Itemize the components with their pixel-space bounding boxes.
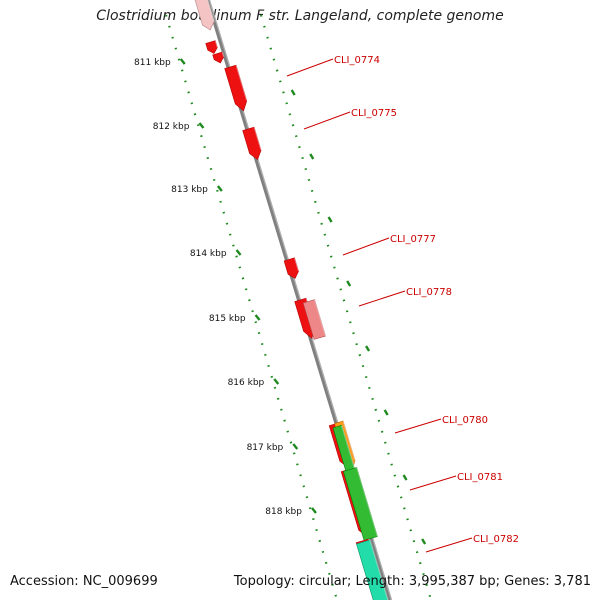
ruler-tick-right [365, 345, 371, 352]
ruler-tick [235, 249, 242, 256]
gene-arrow[interactable] [242, 126, 262, 160]
gene-highlight [253, 126, 262, 151]
gene-label[interactable]: CLI_0782 [473, 534, 519, 545]
gene-leader-line [409, 475, 457, 491]
gene-leader-line [342, 237, 390, 256]
gene-label[interactable]: CLI_0778 [406, 287, 452, 298]
ruler-tick-right [421, 538, 427, 545]
ruler-tick-right [309, 153, 315, 160]
gene-leader-line [425, 537, 473, 553]
gene-arrow[interactable] [194, 0, 215, 31]
ruler-tick [311, 507, 317, 514]
gene-arrow[interactable] [302, 299, 326, 340]
ruler-label: 812 kbp [153, 122, 190, 132]
ruler-tick-right [383, 409, 389, 416]
gene-leader-line [286, 58, 334, 77]
gene-leader-line [394, 418, 442, 434]
gene-highlight [221, 51, 225, 57]
gene-highlight [369, 539, 389, 600]
ruler-label: 815 kbp [209, 314, 246, 324]
gene-highlight [356, 467, 379, 537]
gene-label[interactable]: CLI_0775 [351, 108, 397, 119]
gene-highlight [294, 257, 300, 272]
gene-highlight [235, 64, 248, 101]
gene-arrow[interactable] [212, 51, 225, 64]
ruler-tick-right [290, 89, 296, 96]
ruler-tick [254, 314, 261, 321]
gene-label[interactable]: CLI_0781 [457, 472, 503, 483]
gene-highlight [206, 0, 215, 22]
ruler-label: 817 kbp [247, 443, 284, 453]
ruler-label: 816 kbp [228, 378, 265, 388]
ruler-tick-right [327, 216, 333, 223]
gene-highlight [214, 40, 218, 48]
gene-label[interactable]: CLI_0780 [442, 415, 488, 426]
gene-leader-line [303, 111, 351, 130]
ruler-label: 813 kbp [171, 185, 208, 195]
gene-arrow[interactable] [224, 64, 248, 112]
gene-label[interactable]: CLI_0777 [390, 234, 436, 245]
gene-arrow[interactable] [343, 467, 378, 541]
map-title: Clostridium botulinum F str. Langeland, … [96, 8, 504, 24]
gene-arrow[interactable] [283, 257, 299, 279]
ruler-tick [273, 378, 280, 385]
gene-highlight [342, 420, 356, 461]
gene-leader-line [358, 290, 406, 307]
gene-label[interactable]: CLI_0774 [334, 55, 380, 66]
genome-summary-text: Topology: circular; Length: 3,995,387 bp… [233, 574, 591, 589]
gene-highlight [341, 425, 356, 472]
ruler-tick-right [346, 280, 352, 287]
ruler-label: 811 kbp [134, 58, 171, 68]
ruler-label: 814 kbp [190, 249, 227, 259]
ruler-tick [198, 122, 205, 129]
gene-highlight [314, 299, 327, 337]
gene-arrow[interactable] [205, 40, 218, 54]
ruler-tick [216, 185, 223, 192]
ruler-tick-right [402, 474, 408, 481]
ruler-label: 818 kbp [265, 507, 302, 517]
ruler-tick [292, 443, 299, 450]
ruler-tick [179, 58, 186, 65]
accession-text: Accession: NC_009699 [10, 574, 158, 589]
